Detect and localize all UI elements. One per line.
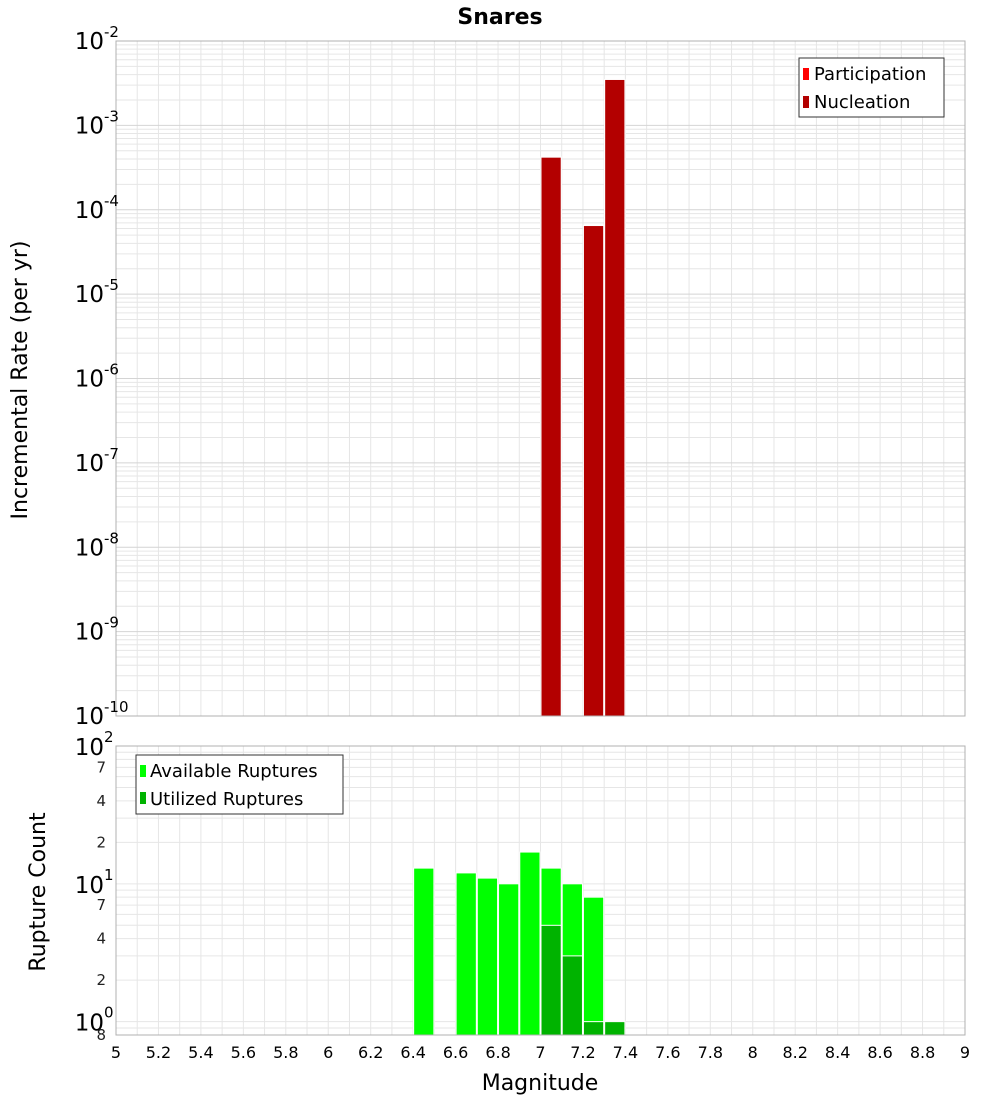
chart-title: Snares (457, 5, 542, 30)
top-y-tick-exp: -9 (104, 614, 119, 632)
bottom-y-tick-base: 10 (75, 735, 104, 761)
top-y-tick-base: 10 (75, 451, 104, 477)
top-y-tick-exp: -5 (104, 276, 119, 294)
x-tick-label: 7.4 (613, 1043, 638, 1062)
bottom-plot-border (115, 745, 966, 1036)
bottom-bar-1 (604, 1021, 626, 1036)
x-tick-label: 6.6 (443, 1043, 468, 1062)
x-tick-label: 9 (960, 1043, 970, 1062)
x-tick-label: 8 (748, 1043, 758, 1062)
bottom-bar-0 (519, 851, 541, 1036)
bottom-y-axis-label: Rupture Count (26, 812, 51, 972)
top-y-tick-base: 10 (75, 29, 104, 55)
bottom-bar-0 (476, 877, 499, 1036)
bottom-legend: Available Ruptures Utilized Ruptures (135, 754, 344, 815)
legend-label-nucleation: Nucleation (814, 92, 910, 113)
bottom-y-tick-exp: 2 (104, 728, 114, 746)
bottom-y-tick-exp: 0 (104, 1004, 114, 1022)
bottom-y-minor-tick: 7 (96, 758, 106, 776)
top-y-tick-base: 10 (75, 704, 104, 730)
top-bar-1 (582, 225, 605, 717)
bottom-y-minor-tick: 4 (96, 792, 106, 810)
top-bar-1 (604, 78, 626, 717)
bottom-bar-1 (540, 924, 562, 1036)
bottom-y-minor-tick: 2 (96, 971, 106, 989)
x-tick-label: 7.8 (698, 1043, 723, 1062)
top-y-tick-exp: -6 (104, 361, 119, 379)
x-tick-label: 5 (111, 1043, 121, 1062)
top-y-axis-label: Incremental Rate (per yr) (8, 241, 33, 520)
x-tick-label: 8.8 (910, 1043, 935, 1062)
top-y-tick-exp: -3 (104, 107, 119, 125)
top-legend: Participation Nucleation (798, 57, 945, 118)
x-tick-label: 8.6 (867, 1043, 892, 1062)
legend-label-utilized: Utilized Ruptures (150, 789, 303, 810)
bottom-y-tick-exp: 1 (104, 866, 114, 884)
x-tick-label: 7.6 (655, 1043, 680, 1062)
top-y-tick-base: 10 (75, 620, 104, 646)
bottom-y-tick-base: 10 (75, 873, 104, 899)
top-plot: 10-210-310-410-510-610-710-810-910-10 Sn… (8, 5, 966, 730)
x-tick-label: 5.8 (273, 1043, 298, 1062)
bottom-bar-0 (413, 867, 435, 1036)
top-legend-box (798, 57, 945, 118)
legend-swatch-nucleation (803, 96, 809, 108)
top-y-tick-exp: -10 (104, 698, 129, 716)
bottom-bars (413, 851, 626, 1036)
x-tick-label: 5.6 (231, 1043, 256, 1062)
top-y-tick-exp: -8 (104, 529, 119, 547)
x-tick-label: 7.2 (570, 1043, 595, 1062)
x-tick-label: 6.4 (400, 1043, 425, 1062)
bottom-y-minor-tick: 2 (96, 833, 106, 851)
bottom-legend-box (135, 754, 344, 815)
legend-label-participation: Participation (814, 64, 926, 85)
bottom-bar-1 (561, 955, 583, 1036)
top-y-tick-base: 10 (75, 198, 104, 224)
x-tick-label: 8.2 (782, 1043, 807, 1062)
bottom-y-minor-tick: 4 (96, 930, 106, 948)
x-tick-label: 5.2 (146, 1043, 171, 1062)
top-y-tick-base: 10 (75, 367, 104, 393)
x-tick-label: 7 (535, 1043, 545, 1062)
x-axis-label: Magnitude (482, 1071, 599, 1096)
bottom-bar-0 (582, 896, 605, 1036)
bottom-bar-0 (498, 883, 520, 1036)
bottom-y-tick-base: 10 (75, 1011, 104, 1037)
top-bar-1 (540, 156, 562, 717)
x-tick-label: 6.8 (485, 1043, 510, 1062)
top-y-tick-base: 10 (75, 113, 104, 139)
x-tick-label: 6.2 (358, 1043, 383, 1062)
bottom-bar-1 (582, 1021, 605, 1036)
top-y-tick-exp: -2 (104, 23, 119, 41)
legend-label-available: Available Ruptures (150, 761, 318, 782)
legend-swatch-participation (803, 68, 809, 80)
bottom-y-minor-tick: 7 (96, 896, 106, 914)
bottom-y-minor-tick: 8 (96, 1026, 106, 1044)
x-tick-label: 8.4 (825, 1043, 850, 1062)
top-y-tick-exp: -7 (104, 445, 119, 463)
top-bars (540, 78, 626, 717)
top-y-tick-base: 10 (75, 282, 104, 308)
x-ticks: 5 5.2 5.4 5.6 5.8 6 6.2 6.4 6.6 6.8 7 7.2 7.4 7.6 7.8 8… (111, 1043, 970, 1062)
legend-swatch-utilized (140, 792, 146, 804)
x-tick-label: 5.4 (188, 1043, 213, 1062)
top-y-ticks: 10-210-310-410-510-610-710-810-910-10 (75, 23, 129, 730)
bottom-bar-0 (455, 872, 477, 1036)
x-tick-label: 6 (323, 1043, 333, 1062)
top-y-tick-exp: -4 (104, 192, 119, 210)
legend-swatch-available (140, 765, 146, 777)
top-plot-border (115, 40, 966, 717)
top-y-tick-base: 10 (75, 535, 104, 561)
